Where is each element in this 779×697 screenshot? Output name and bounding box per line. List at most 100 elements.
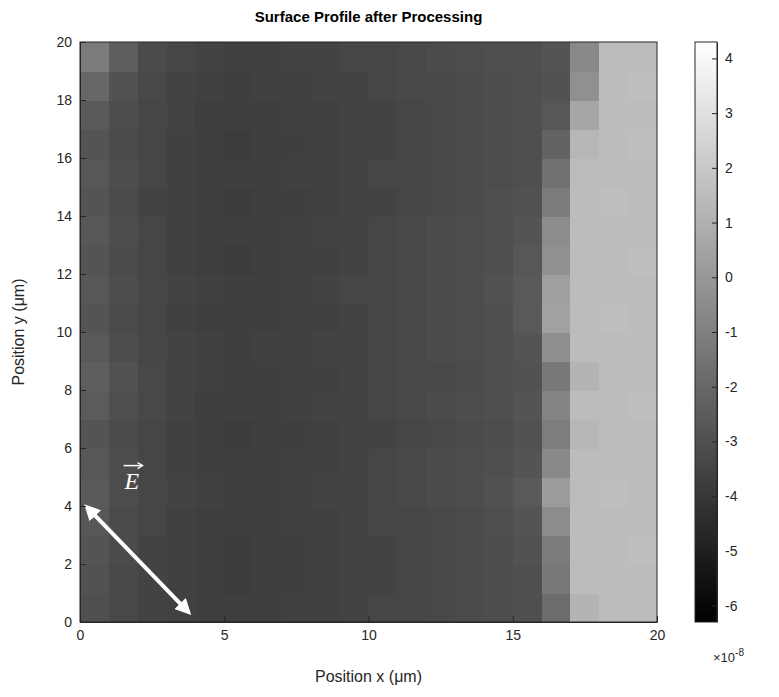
heatmap-cell: [397, 100, 426, 130]
tick-label: 6: [64, 440, 72, 456]
heatmap-cell: [599, 332, 628, 362]
heatmap-cell: [599, 71, 628, 101]
heatmap-cell: [167, 274, 196, 304]
heatmap-cell: [426, 593, 455, 622]
tick-mark: [80, 448, 86, 449]
tick: 8: [64, 382, 86, 398]
heatmap-cell: [282, 564, 311, 594]
colorbar-frame: [695, 42, 717, 622]
heatmap-cell: [369, 419, 398, 449]
heatmap-cells: [80, 42, 657, 622]
tick-mark: [80, 216, 86, 217]
heatmap-cell: [397, 158, 426, 188]
heatmap-cell: [282, 332, 311, 362]
heatmap-cell: [195, 274, 224, 304]
heatmap-cell: [138, 100, 167, 130]
heatmap-cell: [340, 158, 369, 188]
heatmap-cell: [224, 564, 253, 594]
heatmap-cell: [455, 419, 484, 449]
heatmap-cell: [513, 129, 542, 159]
heatmap-cell: [455, 361, 484, 391]
heatmap-cell: [397, 332, 426, 362]
heatmap-cell: [426, 129, 455, 159]
heatmap-cell: [80, 71, 109, 101]
heatmap-cell: [369, 71, 398, 101]
tick: -3: [712, 433, 738, 449]
heatmap-cell: [340, 332, 369, 362]
tick: 4: [712, 50, 733, 66]
heatmap-cell: [109, 361, 138, 391]
y-axis: 02468101214161820: [56, 34, 86, 630]
tick: 3: [712, 105, 733, 121]
heatmap-cell: [224, 303, 253, 333]
heatmap-cell: [138, 332, 167, 362]
tick: 2: [712, 160, 733, 176]
heatmap-cell: [397, 42, 426, 72]
heatmap-cell: [138, 564, 167, 594]
heatmap-cell: [455, 100, 484, 130]
tick-mark: [712, 387, 717, 388]
heatmap-cell: [253, 448, 282, 478]
heatmap-cell: [195, 564, 224, 594]
heatmap-cell: [253, 216, 282, 246]
heatmap-cell: [426, 419, 455, 449]
heatmap-cell: [570, 216, 599, 246]
heatmap-cell: [253, 419, 282, 449]
heatmap-cell: [109, 419, 138, 449]
heatmap-cell: [109, 158, 138, 188]
heatmap-cell: [599, 158, 628, 188]
heatmap-cell: [340, 535, 369, 565]
heatmap-cell: [80, 42, 109, 72]
tick: 10: [361, 616, 377, 643]
heatmap-cell: [109, 100, 138, 130]
heatmap-cell: [484, 42, 513, 72]
heatmap-cell: [80, 129, 109, 159]
heatmap-cell: [484, 564, 513, 594]
annotation-arrows: [89, 509, 187, 611]
heatmap-cell: [109, 71, 138, 101]
heatmap-cell: [628, 303, 657, 333]
heatmap-cell: [599, 187, 628, 217]
heatmap-cell: [311, 100, 340, 130]
heatmap-cell: [513, 71, 542, 101]
heatmap-cell: [167, 303, 196, 333]
heatmap-cell: [311, 42, 340, 72]
heatmap-cell: [253, 477, 282, 507]
heatmap-cell: [340, 216, 369, 246]
heatmap-cell: [138, 448, 167, 478]
heatmap-cell: [253, 564, 282, 594]
tick: 2: [64, 556, 86, 572]
heatmap-cell: [599, 129, 628, 159]
heatmap-cell: [195, 216, 224, 246]
heatmap-cell: [282, 506, 311, 536]
heatmap-cell: [195, 71, 224, 101]
heatmap-cell: [167, 390, 196, 420]
tick-label: -6: [725, 598, 738, 614]
heatmap-cell: [195, 448, 224, 478]
heatmap-cell: [340, 245, 369, 275]
heatmap-cell: [195, 419, 224, 449]
heatmap-cell: [599, 274, 628, 304]
heatmap-cell: [224, 100, 253, 130]
tick: -5: [712, 543, 738, 559]
heatmap-cell: [628, 390, 657, 420]
heatmap-cell: [455, 593, 484, 622]
heatmap-cell: [369, 274, 398, 304]
heatmap-cell: [253, 42, 282, 72]
heatmap-cell: [542, 419, 571, 449]
heatmap-cell: [455, 129, 484, 159]
heatmap-cell: [138, 245, 167, 275]
heatmap-cell: [340, 303, 369, 333]
heatmap-cell: [138, 129, 167, 159]
heatmap-cell: [195, 593, 224, 622]
heatmap-cell: [80, 506, 109, 536]
heatmap-cell: [628, 593, 657, 622]
heatmap-cell: [167, 158, 196, 188]
heatmap-cell: [253, 245, 282, 275]
heatmap-cell: [542, 535, 571, 565]
heatmap-cell: [195, 129, 224, 159]
tick: 0: [712, 269, 733, 285]
heatmap-cell: [484, 535, 513, 565]
heatmap-cell: [195, 506, 224, 536]
heatmap-cell: [253, 274, 282, 304]
